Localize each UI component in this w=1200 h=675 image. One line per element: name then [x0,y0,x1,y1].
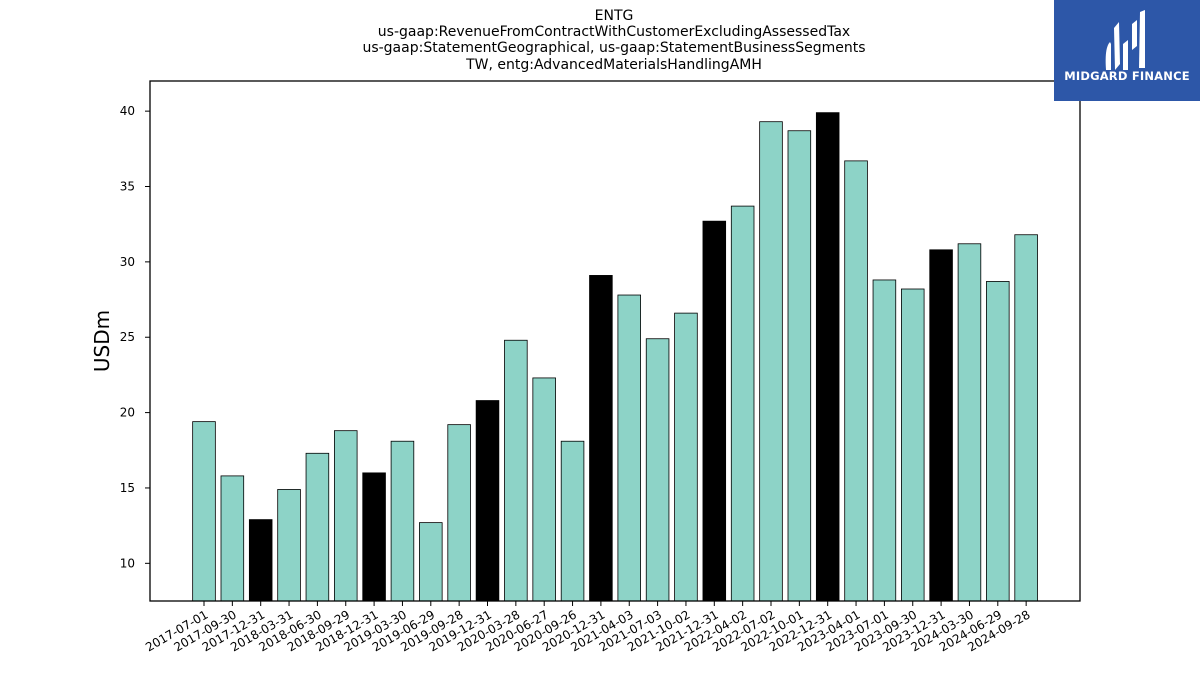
y-axis: 10 15 20 25 30 35 40 [120,104,150,570]
y-tick-label-25: 25 [120,330,135,344]
y-tick-label-20: 20 [120,406,135,420]
bar-2019-12-31 [475,400,500,602]
chart-title-line-4: TW, entg:AdvancedMaterialsHandlingAMH [465,57,762,73]
bar-2022-10-01 [787,130,812,602]
bar-2018-03-31 [277,489,301,602]
bar-series [192,112,1038,602]
bar-2021-10-02 [674,312,698,602]
bar-2017-09-30 [220,475,245,602]
bar-2017-07-01 [192,421,216,602]
chart-title: ENTG us-gaap:RevenueFromContractWithCust… [362,8,865,73]
bar-2024-06-29 [986,281,1010,602]
bar-2023-04-01 [844,160,868,602]
bar-2019-06-29 [419,522,443,602]
y-tick-label-30: 30 [120,255,135,269]
bar-2021-04-03 [617,294,642,602]
bar-2017-12-31 [248,519,273,602]
y-tick-label-10: 10 [120,556,135,570]
logo-mark-icon [1105,10,1145,70]
y-tick-label-35: 35 [120,180,135,194]
chart-title-line-3: us-gaap:StatementGeographical, us-gaap:S… [362,40,865,56]
y-tick-label-15: 15 [120,481,135,495]
chart-title-line-1: ENTG [595,8,634,24]
bar-2022-04-02 [730,205,755,602]
bar-2021-07-03 [645,338,670,602]
y-tick-label-40: 40 [120,104,135,118]
bar-2023-09-30 [901,288,925,602]
bar-2022-12-31 [815,112,840,602]
bar-2019-09-28 [447,424,471,602]
logo-text: MIDGARD FINANCE [1064,69,1190,83]
bar-2024-03-30 [957,243,982,602]
y-axis-label: USDm [90,310,114,372]
bar-2018-09-29 [333,430,358,602]
bar-2020-12-31 [589,275,613,602]
bar-2023-12-31 [929,249,953,602]
bar-2024-09-28 [1014,234,1038,602]
x-axis: 2017-07-012017-09-302017-12-312018-03-31… [143,601,1033,654]
bar-2020-09-26 [560,440,585,602]
bar-2022-07-02 [759,121,783,602]
bar-2021-12-31 [702,220,727,602]
bar-2020-03-28 [504,339,528,602]
bar-2019-03-30 [390,440,415,602]
bar-2018-06-30 [305,452,330,602]
bar-2018-12-31 [362,472,386,602]
chart-title-line-2: us-gaap:RevenueFromContractWithCustomerE… [378,24,850,40]
plot-frame [149,80,1081,602]
bar-2023-07-01 [872,279,897,602]
bar-2020-06-27 [532,377,556,602]
midgard-finance-logo: MIDGARD FINANCE [1054,0,1200,101]
